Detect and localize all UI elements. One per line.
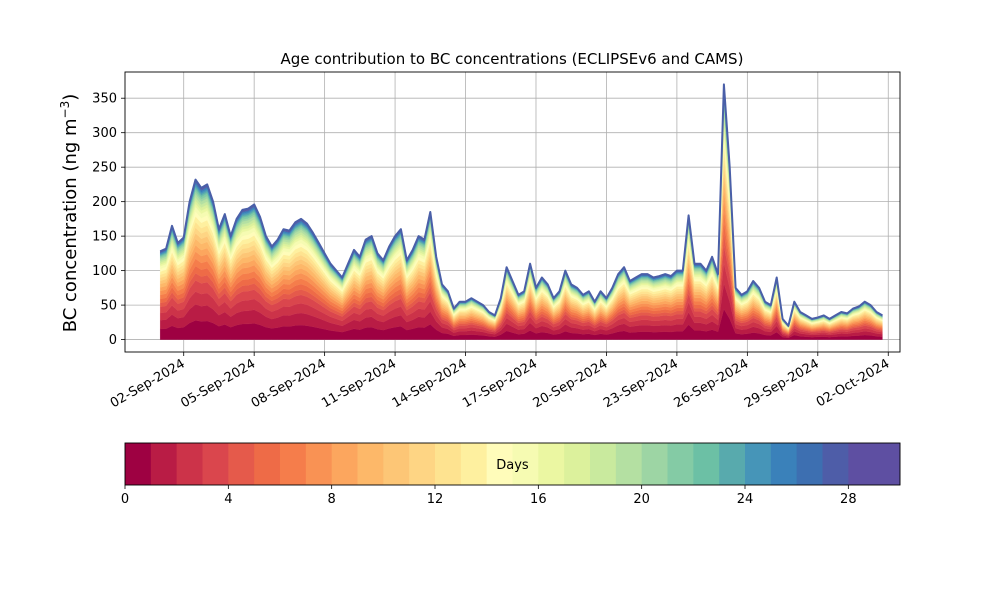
y-axis-label-text: BC concentration (ng m: [60, 118, 81, 332]
colorbar-segment: [357, 443, 384, 485]
colorbar-tick-label: 24: [737, 492, 754, 507]
x-tick-label: 14-Sep-2024: [390, 356, 470, 411]
y-tick-label: 250: [92, 161, 117, 176]
colorbar: 0 4 8 12 16 20 24 28 Days: [121, 442, 901, 507]
y-tick-label: 350: [92, 92, 117, 107]
colorbar-segment: [538, 443, 565, 485]
colorbar-segment: [460, 443, 488, 485]
colorbar-segment: [796, 443, 823, 485]
y-tick-label: 150: [92, 230, 117, 245]
y-axis-label: BC concentration (ng m−3): [58, 94, 81, 333]
colorbar-tick-label: 4: [224, 492, 232, 507]
x-tick-label: 02-Oct-2024: [814, 356, 892, 410]
colorbar-tick-label: 28: [840, 492, 857, 507]
y-tick-label: 0: [109, 333, 117, 348]
colorbar-segment: [848, 443, 875, 485]
total-concentration-line: [159, 83, 883, 327]
colorbar-segment: [719, 443, 746, 485]
colorbar-segment: [641, 443, 668, 485]
y-tick-label: 100: [92, 264, 117, 279]
colorbar-tick-label: 12: [427, 492, 444, 507]
colorbar-segment: [228, 443, 255, 485]
x-tick-label: 29-Sep-2024: [742, 356, 822, 411]
colorbar-segment: [150, 443, 178, 485]
colorbar-label: Days: [496, 458, 529, 473]
colorbar-segment: [305, 443, 333, 485]
colorbar-segment: [202, 443, 229, 485]
x-tick-label: 17-Sep-2024: [460, 356, 540, 411]
colorbar-segment: [745, 443, 772, 485]
colorbar-segment: [383, 443, 410, 485]
colorbar-tick-label: 8: [328, 492, 336, 507]
chart-title: Age contribution to BC concentrations (E…: [281, 50, 744, 68]
y-axis-label-superscript: −3: [58, 101, 72, 119]
x-tick-label: 26-Sep-2024: [672, 356, 752, 411]
stacked-area-layers: [159, 83, 883, 340]
colorbar-segment: [693, 443, 720, 485]
y-tick-label: 200: [92, 195, 117, 210]
colorbar-tick-label: 0: [121, 492, 129, 507]
x-tick-label: 08-Sep-2024: [249, 356, 329, 411]
colorbar-segment: [512, 443, 539, 485]
colorbar-segment: [590, 443, 617, 485]
colorbar-segment: [486, 443, 513, 485]
colorbar-segment: [331, 443, 358, 485]
colorbar-segment: [667, 443, 694, 485]
colorbar-segment: [125, 443, 152, 485]
colorbar-segment: [435, 443, 462, 485]
x-tick-label: 02-Sep-2024: [108, 356, 188, 411]
colorbar-segment: [280, 443, 307, 485]
colorbar-frame: [124, 442, 901, 486]
colorbar-segment: [822, 443, 849, 485]
colorbar-tick-label: 16: [530, 492, 547, 507]
colorbar-segment: [615, 443, 643, 485]
y-tick-label: 50: [100, 299, 117, 314]
y-tick-label: 300: [92, 126, 117, 141]
colorbar-segment: [564, 443, 591, 485]
plot-frame: [124, 71, 901, 353]
colorbar-segment: [874, 443, 901, 485]
colorbar-segment: [176, 443, 203, 485]
colorbar-segment: [770, 443, 798, 485]
colorbar-tick-label: 20: [633, 492, 650, 507]
x-tick-label: 20-Sep-2024: [531, 356, 611, 411]
x-tick-label: 23-Sep-2024: [601, 356, 681, 411]
colorbar-segment: [409, 443, 436, 485]
x-tick-label: 05-Sep-2024: [178, 356, 258, 411]
x-tick-label: 11-Sep-2024: [319, 356, 399, 411]
colorbar-segment: [254, 443, 281, 485]
y-axis-label-close: ): [60, 94, 81, 101]
